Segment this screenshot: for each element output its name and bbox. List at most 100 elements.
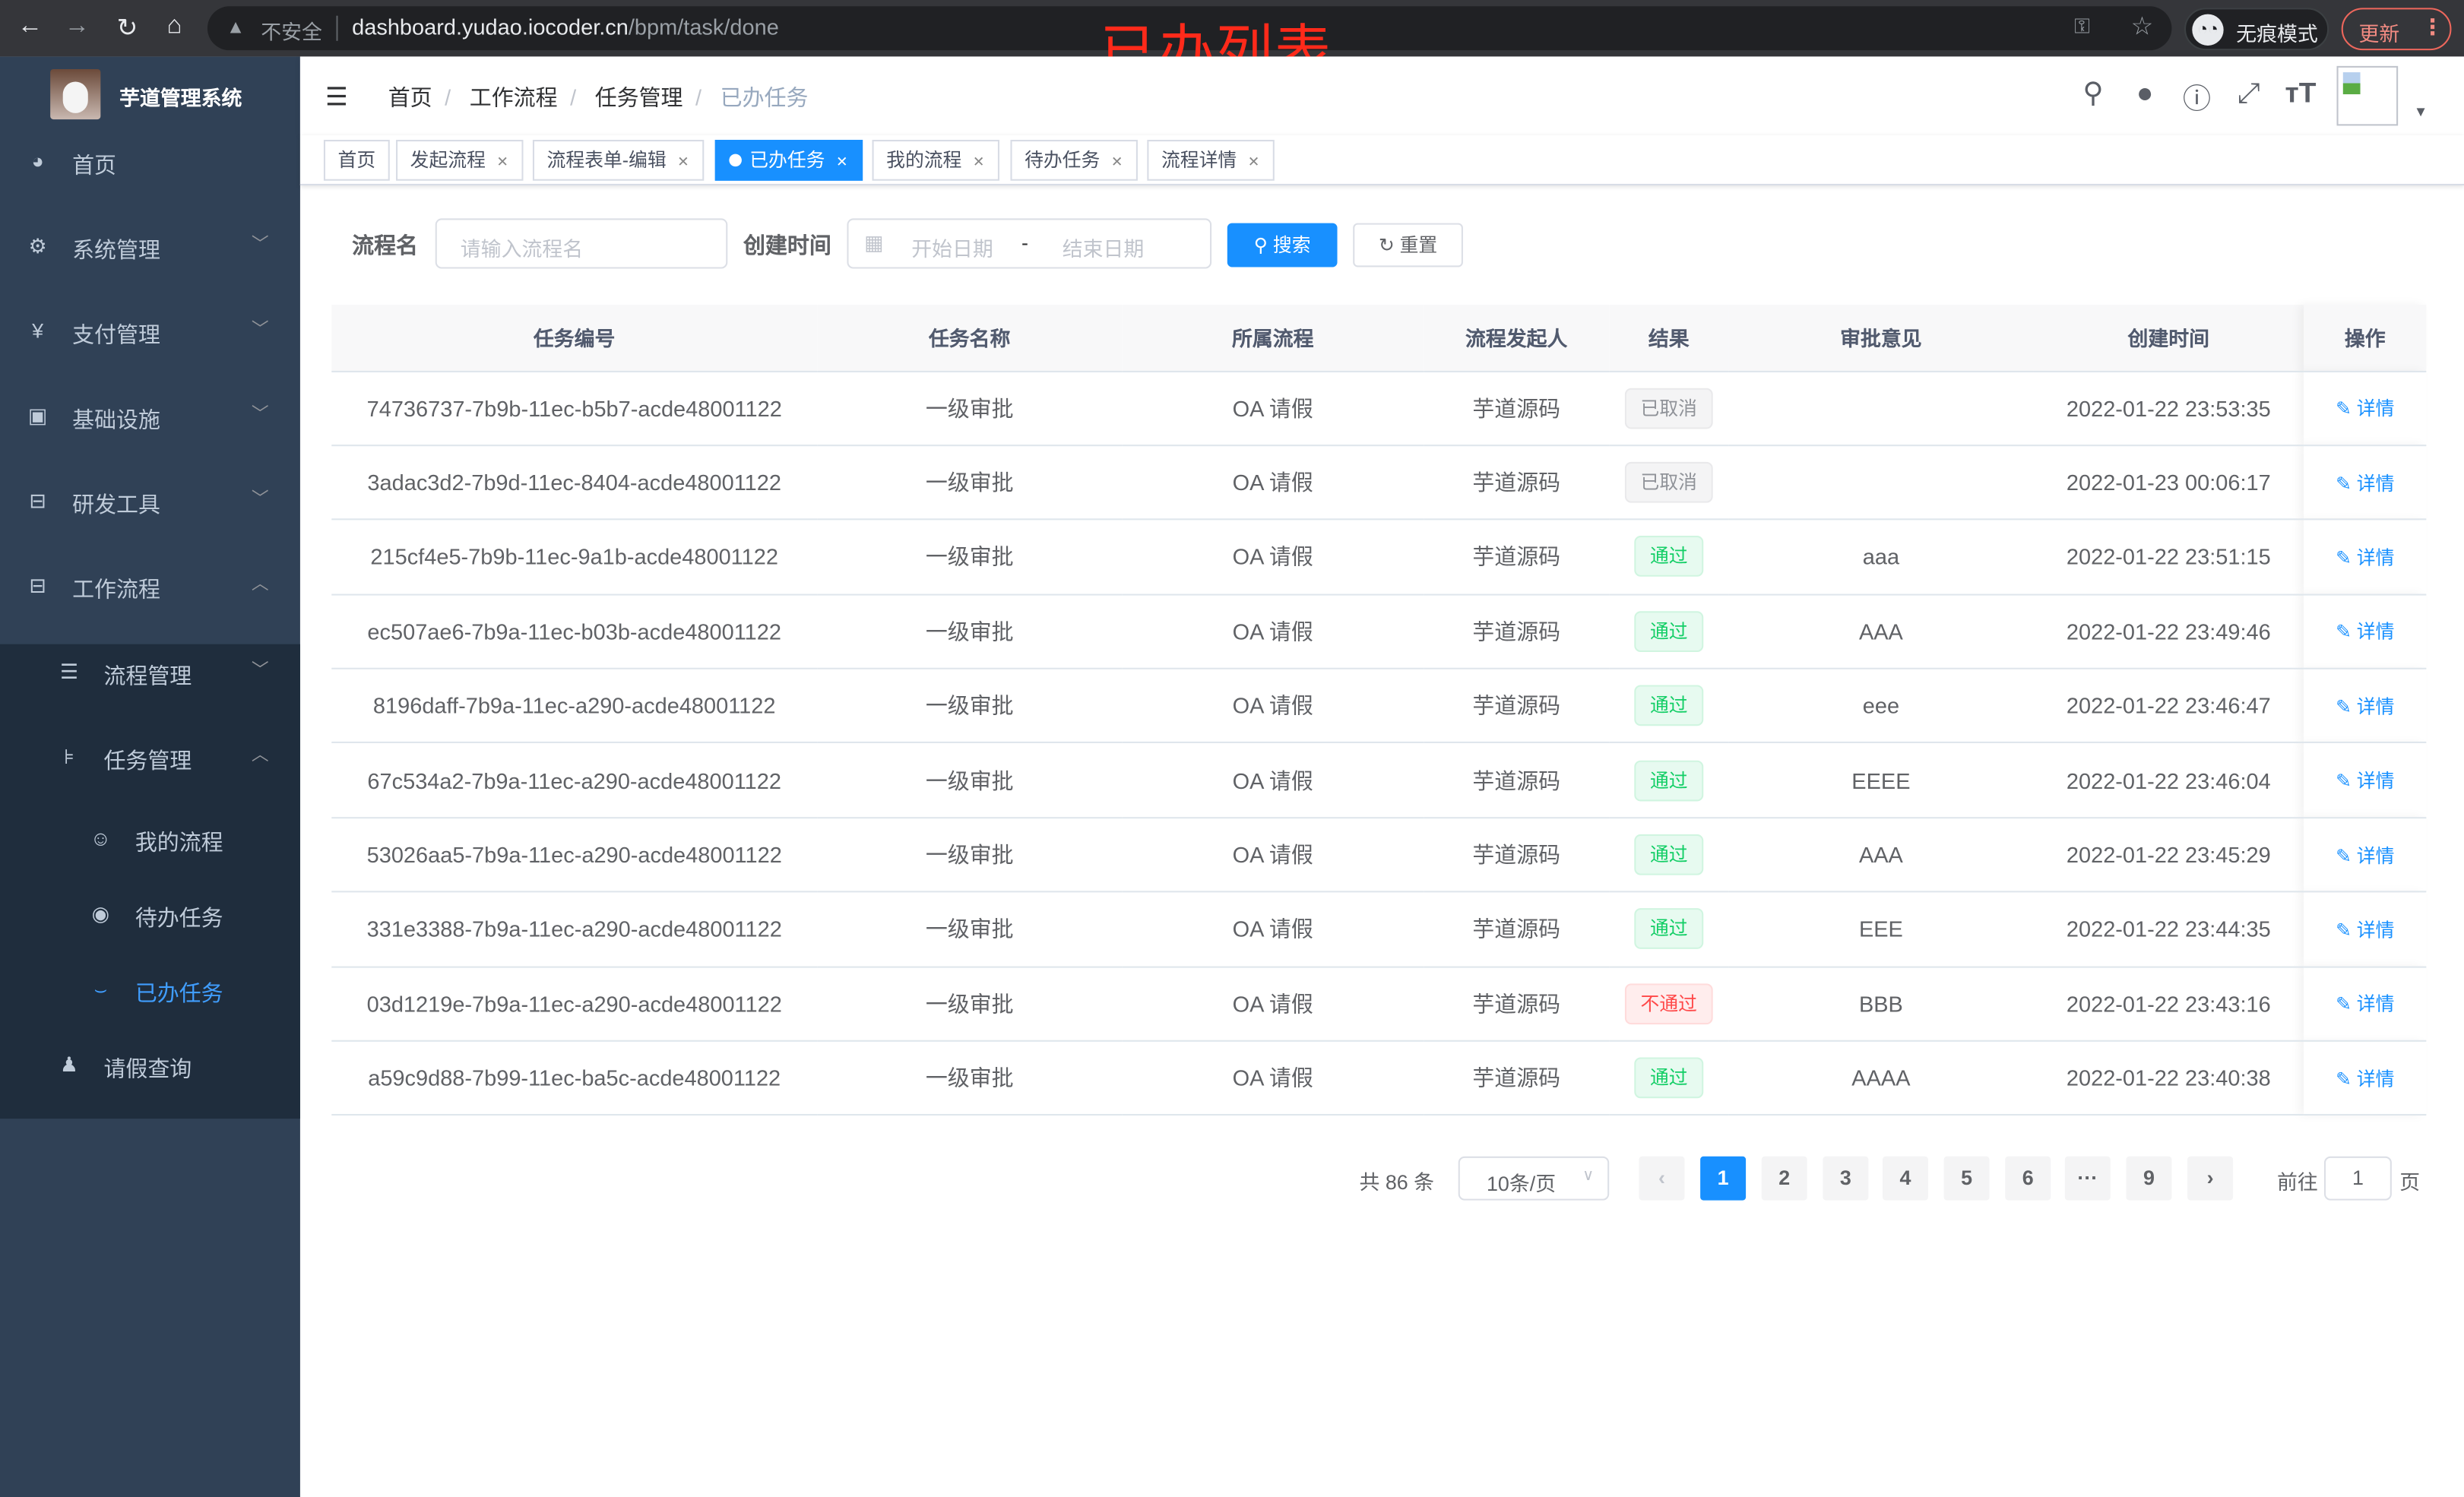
start-date-input[interactable]: 开始日期 xyxy=(911,237,993,261)
sidebar-item[interactable]: ⊧ 任务管理 ︿ xyxy=(0,717,300,802)
detail-link[interactable]: ✎ 详情 xyxy=(2336,472,2394,494)
date-range-picker[interactable]: ▦ 开始日期 - 结束日期 xyxy=(847,218,1212,269)
edit-icon: ✎ xyxy=(2336,397,2357,420)
detail-link[interactable]: ✎ 详情 xyxy=(2336,919,2394,941)
breadcrumb-current: 已办任务 xyxy=(720,84,809,110)
page-size-select[interactable]: 10条/页 ∨ xyxy=(1458,1156,1610,1201)
tag-item[interactable]: 首页 xyxy=(323,140,390,181)
initiator: 芋道源码 xyxy=(1472,544,1561,570)
process-name-cell: OA 请假 xyxy=(1122,593,1424,669)
sidebar-item[interactable]: ☰ 流程管理 ﹀ xyxy=(0,631,300,717)
update-button[interactable]: 更新 ⋮ xyxy=(2341,8,2452,51)
initiator-cell: 芋道源码 xyxy=(1424,519,1610,595)
sidebar-item[interactable]: ¥ 支付管理 ﹀ xyxy=(0,291,300,376)
sidebar-item[interactable]: ⊟ 工作流程 ︿ xyxy=(0,545,300,630)
sidebar-item-label: 流程管理 xyxy=(103,663,192,688)
sidebar-item-label: 已办任务 xyxy=(135,980,223,1006)
detail-link[interactable]: ✎ 详情 xyxy=(2336,1068,2394,1090)
time-cell: 2022-01-23 00:06:17 xyxy=(2033,445,2304,521)
tag-item[interactable]: 我的流程 ✕ xyxy=(872,140,999,181)
action-cell: ✎ 详情 xyxy=(2304,966,2427,1042)
initiator: 芋道源码 xyxy=(1472,916,1561,942)
page-button[interactable]: 6 xyxy=(2005,1156,2051,1201)
sidebar-item[interactable]: ⚙ 系统管理 ﹀ xyxy=(0,206,300,291)
tag-item[interactable]: 流程详情 ✕ xyxy=(1147,140,1274,181)
breadcrumb-item[interactable]: 工作流程 xyxy=(469,84,558,110)
github-icon[interactable]: ● xyxy=(2136,77,2154,109)
page-button[interactable]: ··· xyxy=(2064,1156,2111,1201)
end-date-input[interactable]: 结束日期 xyxy=(1062,237,1145,261)
search-icon[interactable]: ⚲ xyxy=(2082,77,2104,109)
opinion: EEEE xyxy=(1851,767,1911,793)
address-bar[interactable]: ▲ 不安全 dashboard.yudao.iocoder.cn/bpm/tas… xyxy=(207,6,2172,51)
gear-icon: ⚙ xyxy=(28,234,47,258)
home-icon[interactable]: ⌂ xyxy=(166,12,182,40)
sidebar-item[interactable]: ⊟ 研发工具 ﹀ xyxy=(0,460,300,546)
reset-button[interactable]: ↻ 重置 xyxy=(1353,223,1463,267)
detail-link[interactable]: ✎ 详情 xyxy=(2336,770,2394,792)
detail-link[interactable]: ✎ 详情 xyxy=(2336,993,2394,1015)
refresh-icon: ↻ xyxy=(1378,234,1395,257)
help-icon[interactable]: ⓘ xyxy=(2182,83,2212,115)
detail-link[interactable]: ✎ 详情 xyxy=(2336,695,2394,717)
chevron-up-icon: ︿ xyxy=(251,574,269,594)
page-button[interactable]: 5 xyxy=(1943,1156,1990,1201)
sidebar-item[interactable]: ◉ 待办任务 xyxy=(0,874,300,959)
task-id: 3adac3d2-7b9d-11ec-8404-acde48001122 xyxy=(367,470,781,495)
tag-item[interactable]: 发起流程 ✕ xyxy=(396,140,523,181)
reload-icon[interactable]: ↻ xyxy=(116,15,138,43)
fullscreen-icon[interactable]: ⤢ xyxy=(2237,77,2260,109)
close-icon[interactable]: ✕ xyxy=(1247,153,1260,170)
task-name: 一级审批 xyxy=(925,470,1014,495)
forward-icon[interactable]: → xyxy=(64,12,90,40)
breadcrumb-item[interactable]: 首页 xyxy=(388,84,432,110)
detail-link[interactable]: ✎ 详情 xyxy=(2336,397,2394,419)
task-id: 03d1219e-7b9a-11ec-a290-acde48001122 xyxy=(366,991,782,1017)
page-button[interactable]: 9 xyxy=(2126,1156,2172,1201)
caret-down-icon[interactable]: ▼ xyxy=(2413,103,2428,120)
url-text[interactable]: dashboard.yudao.iocoder.cn/bpm/task/done xyxy=(352,14,779,40)
detail-link[interactable]: ✎ 详情 xyxy=(2336,546,2394,568)
sidebar-item[interactable]: ⌣ 已办任务 xyxy=(0,949,300,1034)
search-button[interactable]: ⚲ 搜索 xyxy=(1227,223,1338,267)
tag-item[interactable]: 流程表单-编辑 ✕ xyxy=(532,140,704,181)
prev-page-button[interactable]: ‹ xyxy=(1639,1156,1685,1201)
tag-item[interactable]: 待办任务 ✕ xyxy=(1010,140,1138,181)
task-name: 一级审批 xyxy=(925,693,1014,719)
breadcrumb-item[interactable]: 任务管理 xyxy=(594,84,683,110)
close-icon[interactable]: ✕ xyxy=(1110,153,1123,170)
back-icon[interactable]: ← xyxy=(17,12,43,40)
task-name-cell: 一级审批 xyxy=(817,891,1123,967)
sidebar-item[interactable]: ◕ 首页 xyxy=(0,121,300,206)
initiator-cell: 芋道源码 xyxy=(1424,445,1610,521)
page-button[interactable]: 3 xyxy=(1823,1156,1869,1201)
page-button[interactable]: 2 xyxy=(1761,1156,1807,1201)
detail-link[interactable]: ✎ 详情 xyxy=(2336,844,2394,866)
process-name-input[interactable]: 请输入流程名 xyxy=(435,218,728,269)
avatar[interactable] xyxy=(2336,65,2399,126)
sidebar-item[interactable]: ☺ 我的流程 xyxy=(0,798,300,883)
key-icon[interactable]: ⚿ xyxy=(2074,14,2090,38)
page-button-current[interactable]: 1 xyxy=(1700,1156,1747,1201)
initiator: 芋道源码 xyxy=(1472,395,1561,421)
font-size-icon[interactable]: тT xyxy=(2285,77,2317,109)
page-button[interactable]: 4 xyxy=(1882,1156,1928,1201)
sidebar-item[interactable]: ▣ 基础设施 ﹀ xyxy=(0,375,300,460)
close-icon[interactable]: ✕ xyxy=(835,153,848,170)
column-header: 创建时间 xyxy=(2033,305,2304,372)
goto-page-input[interactable]: 1 xyxy=(2323,1156,2392,1201)
hamburger-icon[interactable]: ☰ xyxy=(325,84,348,112)
incognito-badge[interactable]: ◔◔ 无痕模式 xyxy=(2184,8,2329,51)
detail-link[interactable]: ✎ 详情 xyxy=(2336,621,2394,643)
task-name-cell: 一级审批 xyxy=(817,668,1123,744)
tag-active[interactable]: 已办任务 ✕ xyxy=(714,140,863,181)
next-page-button[interactable]: › xyxy=(2187,1156,2234,1201)
chevron-down-icon: ﹀ xyxy=(251,490,269,509)
process-name: OA 请假 xyxy=(1232,544,1313,570)
close-icon[interactable]: ✕ xyxy=(972,153,985,170)
close-icon[interactable]: ✕ xyxy=(677,153,689,170)
sidebar-item[interactable]: ♟ 请假查询 xyxy=(0,1024,300,1109)
star-icon[interactable]: ☆ xyxy=(2130,14,2154,41)
update-label: 更新 xyxy=(2358,21,2400,46)
close-icon[interactable]: ✕ xyxy=(496,153,508,170)
